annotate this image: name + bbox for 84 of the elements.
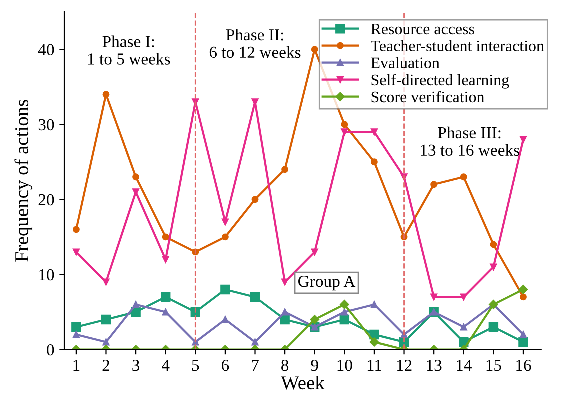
point: [490, 241, 498, 248]
point: [430, 181, 438, 188]
point: [131, 307, 141, 318]
point: [101, 314, 112, 325]
point: [430, 294, 438, 301]
point: [102, 91, 110, 98]
annotation: Group A: [298, 276, 356, 291]
x-tick-label: 5: [192, 360, 200, 372]
point: [222, 234, 229, 241]
y-tick-label: 40: [38, 44, 54, 56]
point: [72, 331, 80, 338]
annotation: Phase III: 13 to 16 weeks: [421, 126, 520, 156]
point: [162, 256, 170, 264]
point: [311, 248, 318, 256]
point: [311, 46, 318, 54]
point: [370, 158, 378, 166]
x-tick-label: 11: [368, 360, 382, 372]
x-tick-label: 13: [427, 360, 442, 372]
y-tick-label: 20: [38, 194, 54, 206]
point: [460, 294, 468, 301]
point: [72, 248, 80, 256]
x-tick-label: 1: [74, 360, 80, 372]
y-tick-label: 0: [47, 344, 54, 356]
point: [460, 174, 468, 181]
point: [341, 121, 348, 128]
point: [490, 264, 498, 271]
point: [222, 218, 229, 226]
point: [340, 314, 350, 325]
point: [341, 128, 348, 136]
x-tick-label: 6: [222, 360, 230, 372]
x-tick-label: 9: [311, 360, 318, 372]
y-axis-title: Frequency of actions: [14, 100, 33, 262]
annotation: Phase I: 1 to 5 weeks: [88, 36, 170, 65]
point: [282, 166, 289, 174]
point: [370, 301, 378, 308]
point: [518, 337, 528, 348]
legend-label: Self-directed learning: [372, 74, 510, 89]
point: [162, 234, 170, 241]
x-tick-label: 7: [252, 360, 259, 372]
point: [520, 294, 527, 301]
annotation: Phase II: 6 to 12 weeks: [210, 28, 301, 58]
legend-label: Resource access: [371, 24, 474, 35]
x-tick-label: 10: [338, 360, 352, 372]
x-tick-label: 15: [486, 360, 502, 372]
point: [162, 308, 170, 316]
y-tick-label: 10: [40, 269, 54, 281]
point: [222, 316, 229, 324]
x-tick-label: 12: [397, 360, 412, 372]
point: [252, 196, 259, 204]
point: [518, 285, 528, 294]
point: [520, 331, 527, 338]
point: [102, 338, 110, 346]
point: [341, 308, 348, 316]
x-tick-label: 14: [457, 360, 472, 372]
point: [488, 322, 499, 332]
point: [72, 322, 82, 332]
point: [132, 188, 140, 196]
point: [160, 292, 171, 302]
y-tick-label: 30: [38, 119, 54, 131]
point: [340, 300, 350, 310]
point: [282, 278, 289, 286]
x-tick-label: 16: [516, 360, 532, 372]
point: [310, 315, 320, 324]
x-tick-label: 4: [162, 360, 170, 372]
point: [250, 292, 260, 302]
point: [370, 128, 378, 136]
point: [282, 308, 289, 316]
point: [102, 278, 110, 286]
x-tick-label: 3: [132, 360, 140, 372]
point: [132, 301, 140, 308]
point: [252, 338, 259, 346]
legend-label: Teacher-student interaction: [371, 40, 544, 52]
x-tick-label: 2: [102, 360, 110, 372]
point: [280, 314, 290, 325]
point: [370, 338, 380, 347]
point: [220, 284, 230, 295]
point: [72, 226, 80, 234]
legend-label: Evaluation: [371, 57, 440, 69]
x-tick-label: 8: [282, 360, 289, 372]
point: [520, 136, 527, 144]
x-axis-title: Week: [281, 376, 325, 390]
point: [460, 324, 468, 331]
point: [132, 174, 140, 181]
legend-label: Score verification: [372, 91, 484, 103]
